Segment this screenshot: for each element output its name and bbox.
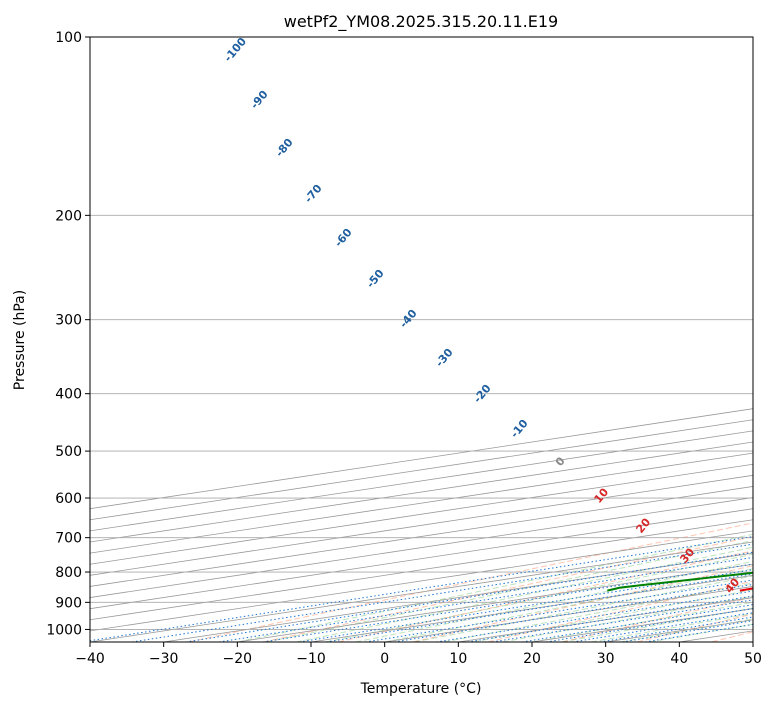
plot-area [90, 37, 753, 642]
chart-title: wetPf2_YM08.2025.315.20.11.E19 [284, 12, 558, 32]
grid-lines [90, 37, 753, 642]
isotherm [90, 497, 753, 598]
x-tick-label: 10 [449, 651, 467, 667]
dry-adiabat [338, 550, 753, 642]
isotherm [90, 508, 753, 610]
x-tick-label: −10 [296, 651, 326, 667]
isotherm [90, 486, 753, 587]
mixing-ratio-line [394, 583, 753, 642]
dry-adiabat [562, 596, 753, 642]
y-axis-title: Pressure (hPa) [12, 290, 28, 390]
x-axis-title: Temperature (°C) [360, 681, 482, 697]
y-tick-label: 900 [55, 595, 82, 611]
x-tick-label: 0 [380, 651, 389, 667]
y-axis: 100 200 300 400 500 600 700 800 900 1000 [46, 30, 90, 638]
x-tick-label: 40 [670, 651, 688, 667]
x-tick-label: 30 [597, 651, 615, 667]
x-tick-label: −30 [149, 651, 179, 667]
y-tick-label: 400 [55, 387, 82, 403]
y-tick-label: 100 [55, 30, 82, 46]
isotherm [90, 463, 753, 565]
dry-adiabat [412, 565, 753, 642]
mixing-ratio-line [299, 569, 753, 642]
mixing-ratio-lines [90, 536, 753, 642]
x-tick-label: −20 [223, 651, 253, 667]
isotherm [90, 530, 753, 632]
y-tick-label: 700 [55, 531, 82, 547]
x-tick-label: 20 [523, 651, 541, 667]
x-tick-label: 50 [744, 651, 762, 667]
isotherm [90, 441, 753, 543]
x-axis: −40 −30 −20 −10 0 10 20 30 40 50 [75, 642, 762, 667]
y-tick-label: 300 [55, 313, 82, 329]
y-tick-label: 200 [55, 208, 82, 224]
x-tick-label: −40 [75, 651, 105, 667]
isotherm [90, 519, 753, 621]
y-tick-label: 500 [55, 444, 82, 460]
isotherm [90, 474, 753, 576]
isotherm [752, 641, 753, 642]
mixing-ratio-line [185, 551, 753, 642]
y-tick-label: 800 [55, 565, 82, 581]
mixing-ratio-line [326, 573, 753, 642]
plot-frame [89, 36, 754, 643]
mixing-ratio-line [365, 579, 753, 642]
y-tick-label: 1000 [46, 622, 82, 638]
isotherm [90, 452, 753, 554]
dry-adiabat [188, 522, 753, 642]
y-tick-label: 600 [55, 491, 82, 507]
